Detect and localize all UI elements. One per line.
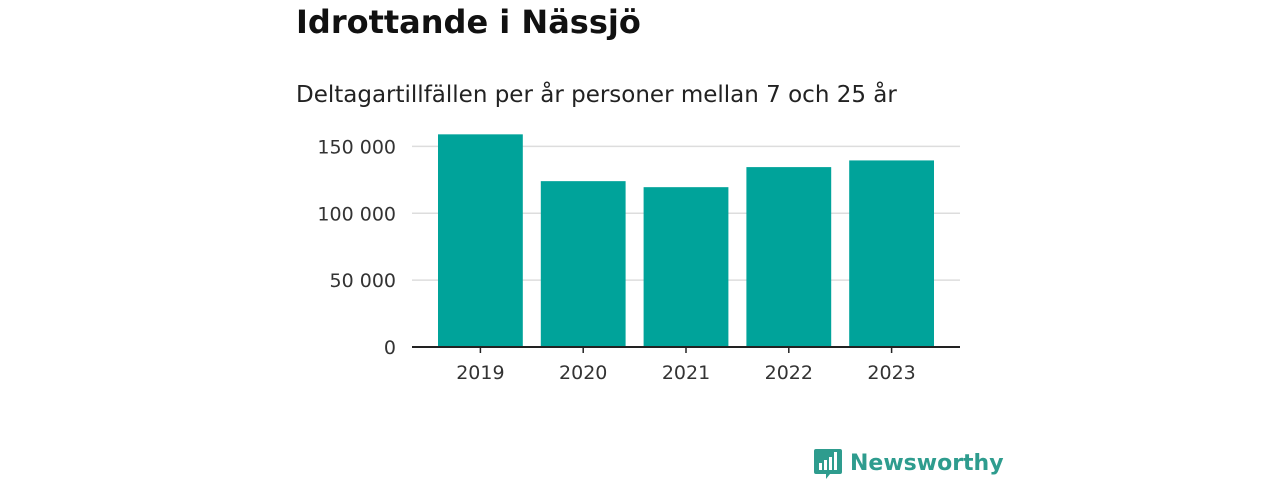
chart-subtitle: Deltagartillfällen per år personer mella… — [296, 82, 897, 108]
x-tick-label: 2021 — [662, 362, 710, 384]
bar-2022 — [746, 167, 832, 347]
chart-title: Idrottande i Nässjö — [296, 3, 641, 41]
bar-2020 — [540, 181, 626, 347]
tick-labels: 0 50 000 100 000 150 000 2019 2020 2021 2022 202… — [317, 136, 915, 384]
bar-2021 — [643, 187, 729, 347]
y-tick-label: 150 000 — [317, 136, 396, 158]
bars — [438, 134, 934, 347]
x-tick-label: 2020 — [559, 362, 607, 384]
axes — [412, 346, 960, 353]
x-tick-label: 2019 — [456, 362, 504, 384]
x-tick-label: 2022 — [765, 362, 813, 384]
newsworthy-bar-chart-logo-icon — [814, 449, 842, 479]
y-tick-label: 0 — [384, 337, 396, 359]
x-tick-label: 2023 — [867, 362, 915, 384]
bar-2019 — [438, 134, 523, 347]
brand-name: Newsworthy — [850, 451, 1004, 476]
y-tick-label: 50 000 — [330, 270, 396, 292]
y-tick-label: 100 000 — [317, 203, 396, 225]
brand-logo-group: Newsworthy — [814, 446, 1004, 480]
bar-2023 — [849, 160, 934, 347]
